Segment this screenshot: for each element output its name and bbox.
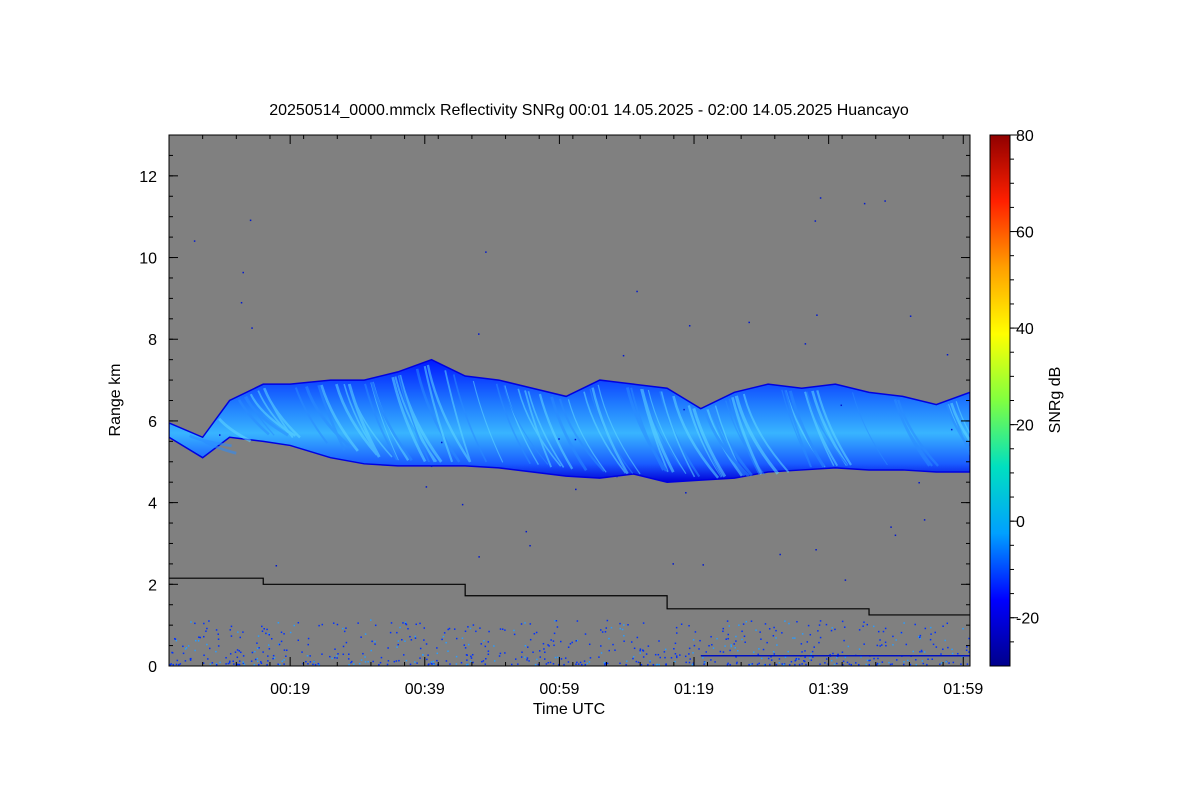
x-tick-label: 00:59	[539, 681, 579, 698]
y-axis-label: Range km	[107, 364, 124, 437]
cloud-texture	[189, 364, 970, 479]
colorbar-tick-label: -20	[1016, 611, 1039, 628]
chart-title: 20250514_0000.mmclx Reflectivity SNRg 00…	[269, 102, 909, 119]
colorbar	[989, 134, 1011, 667]
y-tick-label: 2	[148, 577, 157, 594]
x-tick-label: 01:19	[674, 681, 714, 698]
y-tick-label: 12	[139, 169, 157, 186]
colorbar-tick-label: 20	[1016, 418, 1034, 435]
y-tick-label: 10	[139, 251, 157, 268]
x-tick-label: 01:39	[809, 681, 849, 698]
y-tick-label: 6	[148, 414, 157, 431]
x-tick-label: 00:19	[270, 681, 310, 698]
colorbar-tick-label: 80	[1016, 128, 1034, 145]
y-tick-label: 4	[148, 496, 157, 513]
colorbar-tick-label: 60	[1016, 225, 1034, 242]
colorbar-tick-label: 40	[1016, 321, 1034, 338]
x-tick-label: 01:59	[943, 681, 983, 698]
colorbar-tick-label: 0	[1016, 514, 1025, 531]
x-tick-label: 00:39	[405, 681, 445, 698]
colorbar-label: SNRg dB	[1047, 367, 1064, 434]
y-tick-label: 0	[148, 659, 157, 676]
cloud-layer	[169, 358, 970, 483]
black-step-line	[169, 577, 970, 616]
y-tick-label: 8	[148, 332, 157, 349]
x-axis-label: Time UTC	[533, 701, 605, 718]
